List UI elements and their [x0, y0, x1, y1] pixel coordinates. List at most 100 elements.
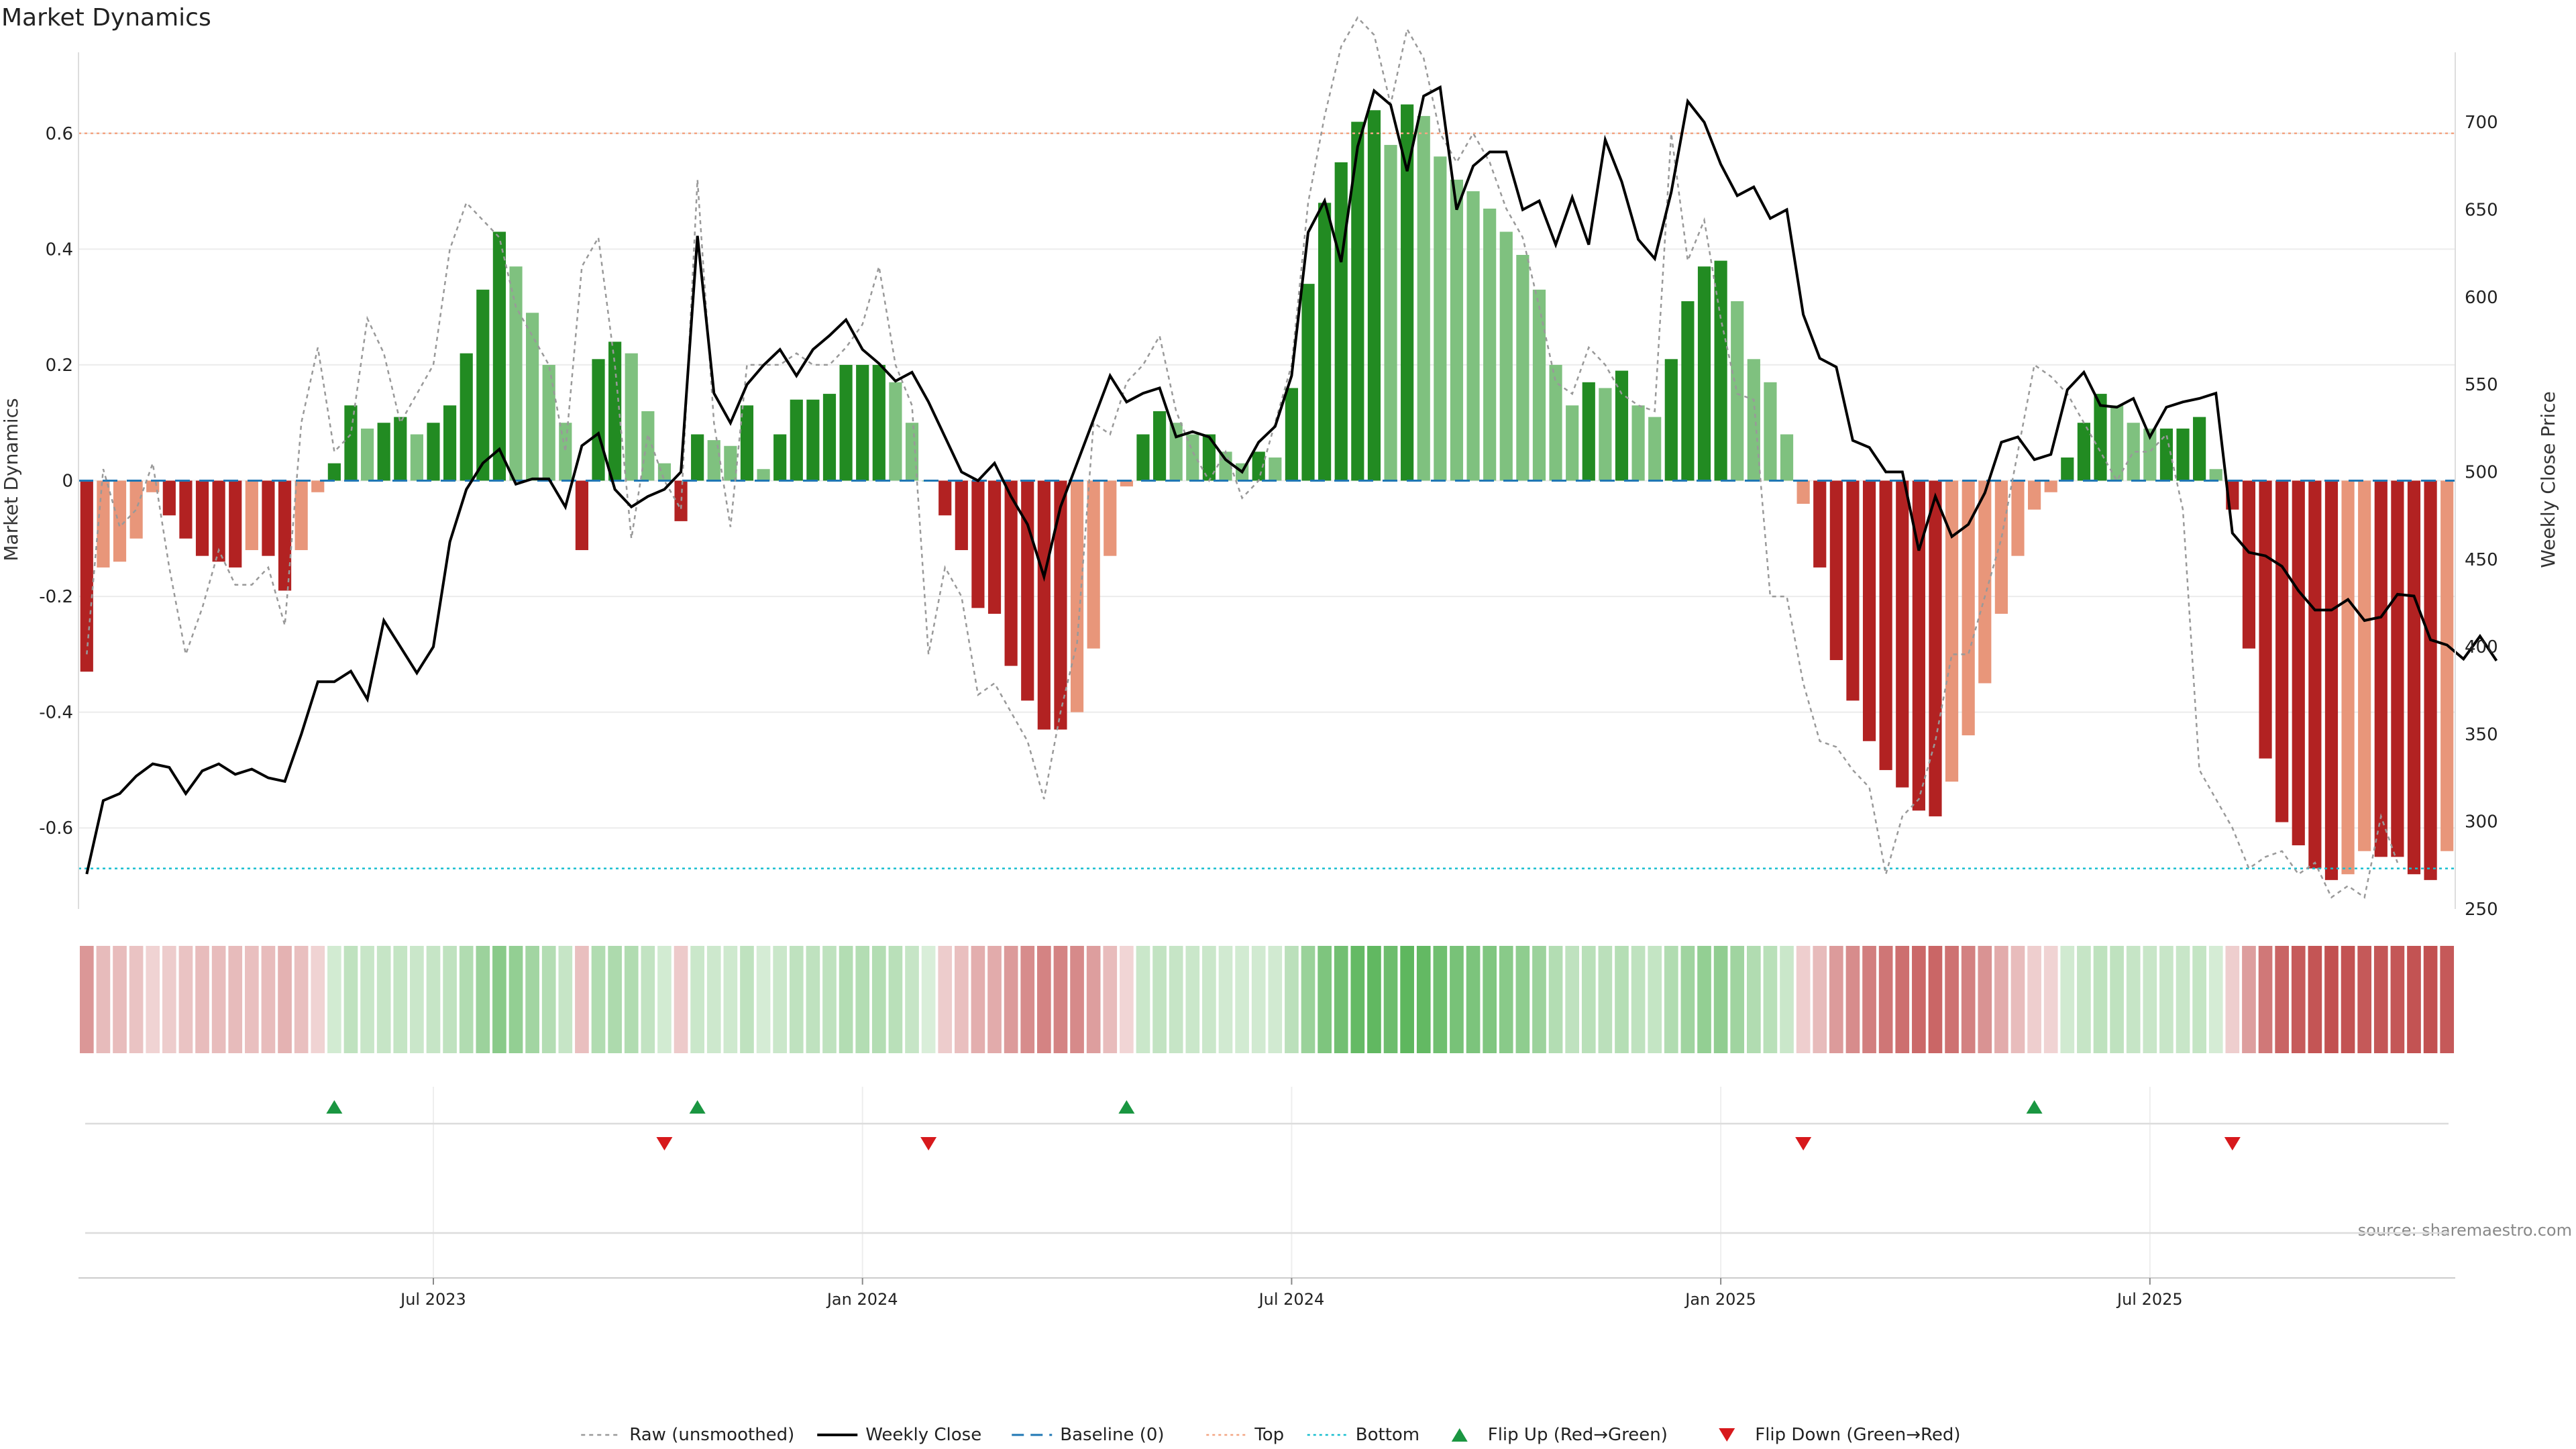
- heat-cell: [1746, 946, 1761, 1053]
- y-left-tick-label: 0: [62, 472, 73, 492]
- bar: [410, 434, 423, 481]
- heat-cell: [1680, 946, 1695, 1053]
- heat-cell: [2093, 946, 2108, 1053]
- x-tick-label: Jul 2023: [399, 1290, 466, 1309]
- heat-cell: [2390, 946, 2405, 1053]
- y-axis-right-label: Weekly Close Price: [2537, 391, 2559, 568]
- heat-cell: [228, 946, 243, 1053]
- heat-cell: [1400, 946, 1414, 1053]
- heat-cell: [822, 946, 837, 1053]
- bar: [294, 480, 308, 551]
- bar: [1615, 370, 1629, 481]
- bar: [1136, 434, 1150, 481]
- heat-cell: [1532, 946, 1546, 1053]
- heat-cell: [2176, 946, 2190, 1053]
- bar: [509, 266, 523, 481]
- bar: [327, 463, 341, 481]
- heat-cell: [492, 946, 506, 1053]
- bar: [1664, 359, 1678, 481]
- heat-cell: [1152, 946, 1167, 1053]
- bar: [2440, 480, 2454, 851]
- bar: [773, 434, 787, 481]
- bar: [2159, 428, 2174, 481]
- bar: [2259, 480, 2272, 759]
- heat-cell: [1515, 946, 1530, 1053]
- heat-cell: [1466, 946, 1481, 1053]
- heat-cell: [608, 946, 622, 1053]
- bar: [2358, 480, 2371, 851]
- bar: [1681, 301, 1695, 481]
- heat-cell: [79, 946, 94, 1053]
- heat-cell: [1202, 946, 1216, 1053]
- bar: [1004, 480, 1018, 666]
- heat-cell: [789, 946, 804, 1053]
- bar: [2324, 480, 2339, 880]
- y-left-tick-label: 0.2: [46, 356, 73, 376]
- y-axis-left-label: Market Dynamics: [0, 398, 22, 561]
- bar: [2193, 417, 2206, 481]
- bar: [1037, 480, 1051, 730]
- heat-cell: [2027, 946, 2041, 1053]
- heat-cell: [2159, 946, 2174, 1053]
- heat-cell: [1285, 946, 1299, 1053]
- bar: [1054, 480, 1067, 730]
- bar: [856, 364, 869, 481]
- heat-cell: [674, 946, 688, 1053]
- bar: [1549, 364, 1562, 481]
- bar: [1582, 382, 1595, 481]
- bar: [938, 480, 952, 516]
- bar: [872, 364, 885, 481]
- heat-cell: [2043, 946, 2058, 1053]
- bar: [1962, 480, 1975, 736]
- bar: [1599, 388, 1612, 481]
- bar: [1334, 162, 1348, 481]
- bar: [1087, 480, 1100, 649]
- bar: [608, 341, 622, 481]
- heat-cell: [2275, 946, 2289, 1053]
- heat-cell: [245, 946, 259, 1053]
- heat-cell: [938, 946, 953, 1053]
- flip-up-marker: [689, 1100, 706, 1114]
- bar: [476, 289, 490, 481]
- heat-cell: [508, 946, 523, 1053]
- heat-cell: [1928, 946, 1943, 1053]
- heat-cell: [1581, 946, 1596, 1053]
- heat-cell: [1763, 946, 1778, 1053]
- bar: [1862, 480, 1876, 741]
- heat-cell: [2341, 946, 2355, 1053]
- flips-panel: Jul 2023 Jan 2024 Jul 2024 Jan 2025 Jul 2025: [78, 1087, 2455, 1309]
- bar: [2011, 480, 2025, 556]
- heat-cell: [1845, 946, 1860, 1053]
- bar: [2424, 480, 2437, 880]
- bar: [1466, 191, 1480, 481]
- bar: [1796, 480, 1810, 504]
- bar: [1978, 480, 1992, 684]
- heat-cell: [294, 946, 309, 1053]
- heat-cell: [1565, 946, 1580, 1053]
- heat-cell: [1367, 946, 1381, 1053]
- bar: [1829, 480, 1843, 660]
- heat-cell: [1697, 946, 1711, 1053]
- bar: [1929, 480, 1942, 816]
- bar: [822, 394, 837, 481]
- raw-series-line: [86, 16, 2399, 899]
- bar: [790, 399, 803, 481]
- bar: [2391, 480, 2404, 857]
- bar: [2308, 480, 2322, 869]
- bar: [905, 423, 919, 481]
- heat-cell: [1961, 946, 1976, 1053]
- heat-cell: [1631, 946, 1646, 1053]
- heat-cell: [96, 946, 111, 1053]
- heat-cell: [1268, 946, 1283, 1053]
- heat-cell: [1862, 946, 1876, 1053]
- heat-cell: [2258, 946, 2273, 1053]
- bar: [625, 353, 638, 481]
- bar: [1186, 434, 1199, 481]
- bar: [212, 480, 225, 562]
- bar: [2341, 480, 2355, 875]
- bar: [1516, 254, 1529, 481]
- bar: [1367, 110, 1381, 481]
- heat-cell: [1416, 946, 1431, 1053]
- heat-cell: [1895, 946, 1910, 1053]
- bar: [129, 480, 143, 539]
